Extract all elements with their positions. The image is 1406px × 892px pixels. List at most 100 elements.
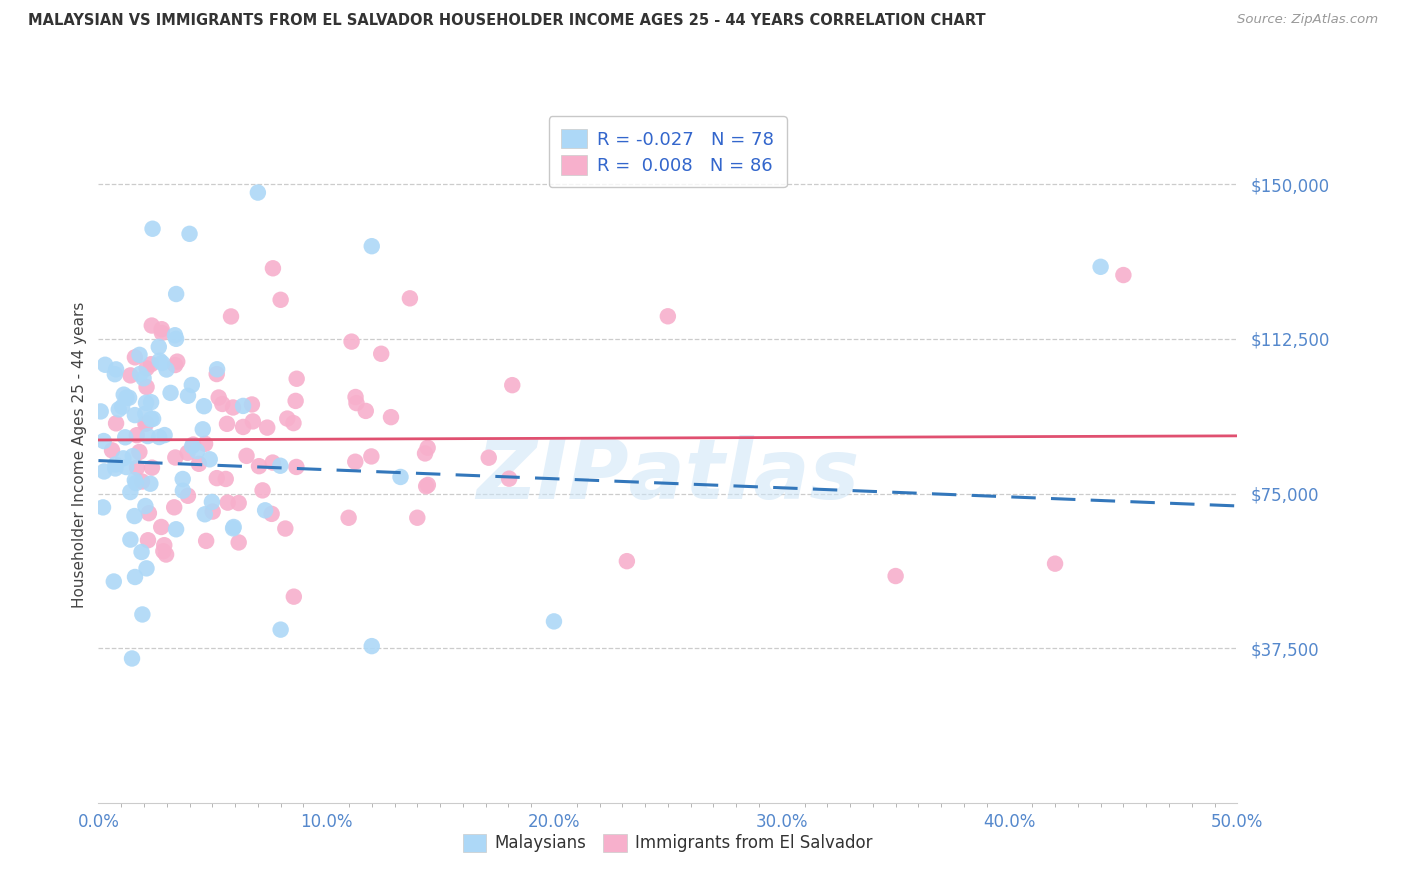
Point [616,554,638,568]
Point [121,651,143,665]
Point [416,441,439,455]
Point [153,538,176,552]
Point [285,459,308,474]
Point [115,391,138,405]
Point [129,367,152,381]
Point [657,310,679,324]
Point [150,356,173,370]
Point [232,399,254,413]
Point [195,533,218,548]
Point [416,478,439,492]
Point [121,449,143,463]
Point [124,408,146,422]
Point [211,397,233,411]
Point [125,476,148,491]
Point [149,353,172,368]
Point [246,186,269,200]
Point [124,509,146,524]
Text: ZIP​atlas: ZIP​atlas [477,435,859,516]
Point [254,503,277,517]
Point [152,544,174,558]
Point [139,476,162,491]
Y-axis label: Householder Income Ages 25 - 44 years: Householder Income Ages 25 - 44 years [72,301,87,608]
Point [159,385,181,400]
Point [884,569,907,583]
Point [120,368,142,383]
Point [114,430,136,444]
Point [284,393,307,408]
Point [274,522,297,536]
Point [389,470,412,484]
Point [118,391,141,405]
Point [139,412,162,426]
Point [134,417,156,431]
Point [228,535,250,549]
Point [112,451,135,466]
Point [105,362,128,376]
Point [198,452,221,467]
Point [194,437,217,451]
Point [1043,557,1066,571]
Point [222,521,245,535]
Point [131,545,153,559]
Point [187,457,209,471]
Point [93,434,115,448]
Text: Source: ZipAtlas.com: Source: ZipAtlas.com [1237,13,1378,27]
Point [222,520,245,534]
Point [478,450,501,465]
Point [138,506,160,520]
Point [135,417,157,431]
Point [141,318,163,333]
Point [262,261,284,276]
Point [124,570,146,584]
Point [134,407,156,421]
Point [186,444,208,458]
Point [165,358,187,372]
Point [360,639,382,653]
Point [181,437,204,451]
Point [131,607,153,622]
Point [148,430,170,444]
Point [205,362,228,376]
Point [132,371,155,385]
Point [131,475,153,489]
Point [242,414,264,428]
Point [270,293,292,307]
Point [205,471,228,485]
Point [501,378,523,392]
Point [139,395,162,409]
Point [141,460,163,475]
Point [103,574,125,589]
Point [283,590,305,604]
Point [256,420,278,434]
Point [276,411,298,425]
Point [136,429,159,443]
Point [165,287,187,301]
Point [107,402,129,417]
Point [240,397,263,411]
Point [93,465,115,479]
Point [142,411,165,425]
Point [354,404,377,418]
Point [139,357,162,371]
Point [150,326,173,340]
Point [142,221,165,235]
Point [176,446,198,460]
Point [101,443,124,458]
Point [344,390,367,404]
Point [166,354,188,368]
Point [177,489,200,503]
Point [163,328,186,343]
Point [219,310,242,324]
Point [125,428,148,442]
Point [90,404,112,418]
Point [172,472,194,486]
Point [155,548,177,562]
Point [337,510,360,524]
Point [208,391,231,405]
Point [91,500,114,515]
Point [194,508,217,522]
Point [346,396,368,410]
Point [201,495,224,509]
Point [148,340,170,354]
